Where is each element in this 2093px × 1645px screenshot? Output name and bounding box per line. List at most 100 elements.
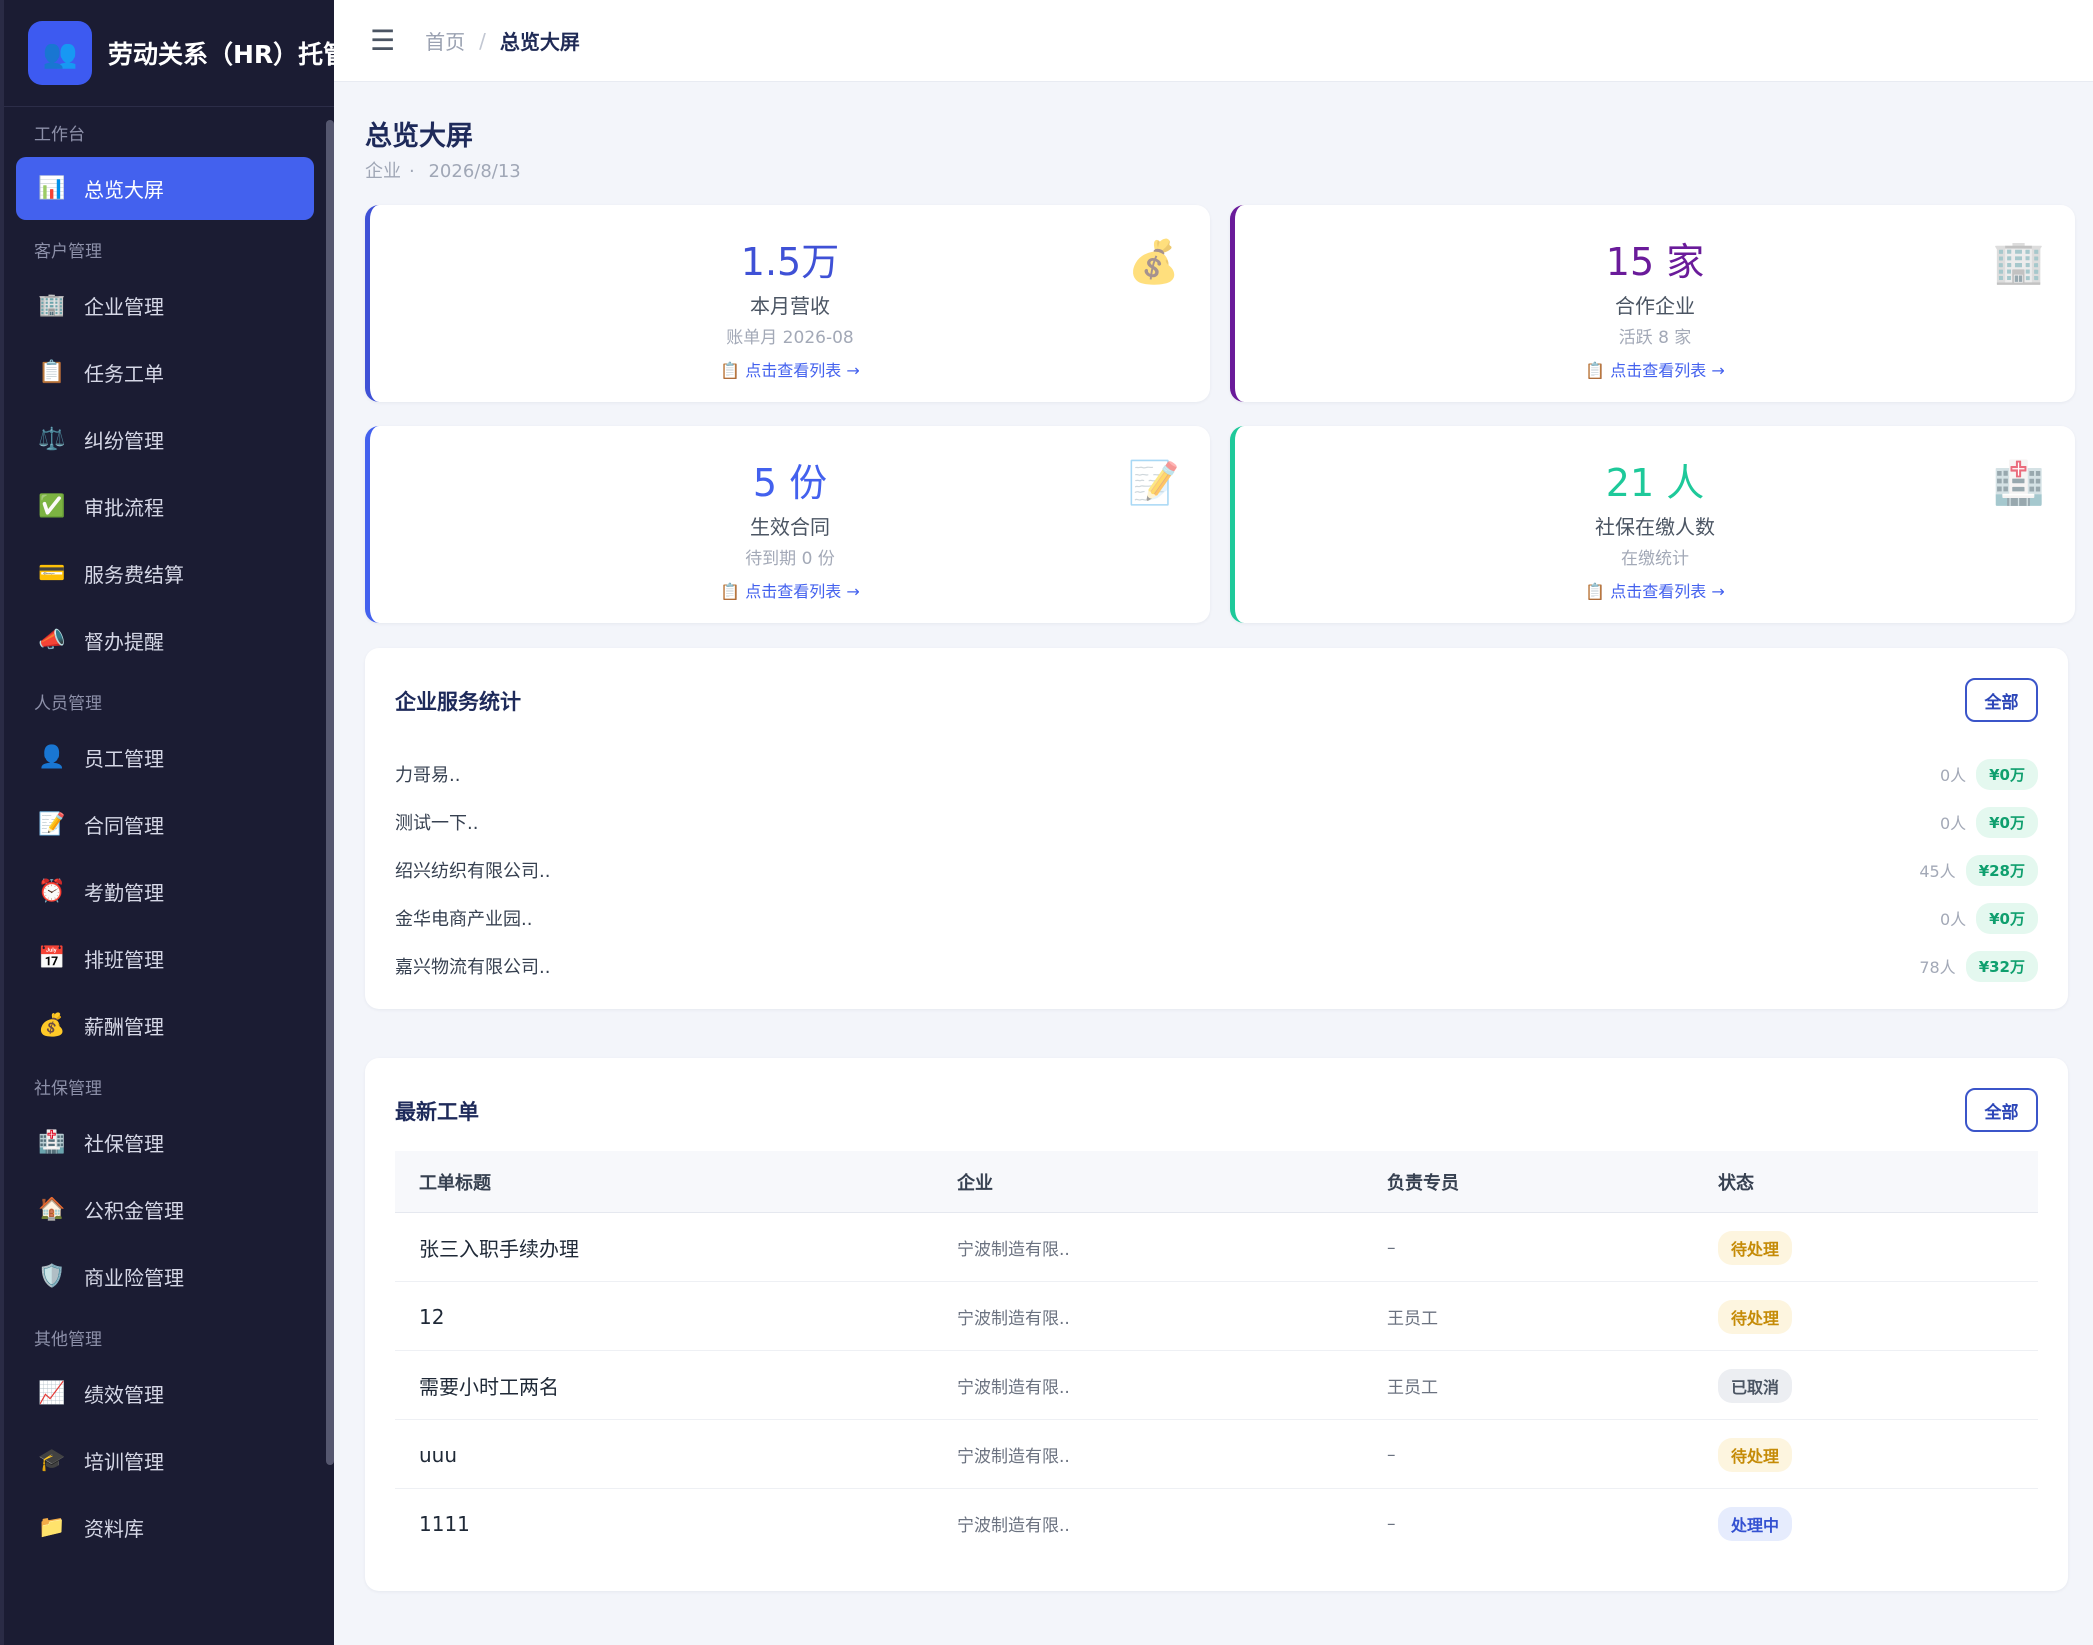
sidebar-item-overview[interactable]: 📊 总览大屏 (16, 157, 314, 220)
sidebar-item-label: 资料库 (84, 1517, 144, 1541)
nav-group-label: 客户管理 (34, 242, 102, 262)
latest-orders-panel: 最新工单 全部 工单标题 企业 负责专员 状态 张三入职手续办理 宁波制造有限.… (365, 1058, 2068, 1591)
stat-value: 15 家 (1605, 240, 1705, 284)
sidebar-item-label: 绩效管理 (84, 1383, 164, 1407)
service-stats-title: 企业服务统计 (395, 690, 521, 714)
sidebar-item-tasks[interactable]: 📋 任务工单 (16, 341, 314, 404)
sidebar-item-label: 审批流程 (84, 496, 164, 520)
sidebar-item-performance[interactable]: 📈 绩效管理 (16, 1362, 314, 1425)
amount-badge: ¥28万 (1965, 854, 2038, 886)
stat-label: 生效合同 (750, 515, 830, 539)
list-item[interactable]: 金华电商产业园.. 0人 ¥0万 (395, 898, 2038, 938)
latest-orders-all-button[interactable]: 全部 (1965, 1088, 2038, 1132)
headcount: 45人 (1919, 862, 1956, 881)
nav-group-label: 工作台 (34, 125, 85, 145)
sidebar-item-settlement[interactable]: 💳 服务费结算 (16, 542, 314, 605)
sidebar-item-reminders[interactable]: 📣 督办提醒 (16, 609, 314, 672)
order-owner: – (1387, 1513, 1396, 1534)
sidebar-item-payroll[interactable]: 💰 薪酬管理 (16, 994, 314, 1057)
sidebar-item-housing-fund[interactable]: 🏠 公积金管理 (16, 1178, 314, 1241)
service-stats-panel: 企业服务统计 全部 力哥易.. 0人 ¥0万 测试一下.. 0人 ¥0万 绍兴纺… (365, 648, 2068, 1009)
order-title: uuu (419, 1442, 458, 1467)
sidebar-item-label: 企业管理 (84, 295, 164, 319)
amount-badge: ¥0万 (1976, 806, 2038, 838)
trend-chart-icon: 📈 (38, 1381, 66, 1406)
company-name: 测试一下.. (395, 813, 479, 834)
stat-card-contracts[interactable]: 5 份 生效合同 待到期 0 份 📋 点击查看列表 → 📝 (365, 426, 1210, 623)
sidebar-item-attendance[interactable]: ⏰ 考勤管理 (16, 860, 314, 923)
stat-label: 本月营收 (750, 294, 830, 318)
user-icon: 👤 (38, 745, 66, 770)
status-badge: 处理中 (1718, 1506, 1793, 1541)
order-company: 宁波制造有限.. (957, 1378, 1070, 1398)
nav-group-label: 人员管理 (34, 694, 102, 714)
sidebar-scrollbar[interactable] (326, 120, 334, 1465)
order-owner: – (1387, 1237, 1396, 1258)
order-title: 12 (419, 1304, 445, 1329)
brand-logo-icon: 👥 (28, 21, 92, 85)
sidebar-item-library[interactable]: 📁 资料库 (16, 1496, 314, 1559)
column-header[interactable]: 负责专员 (1387, 1173, 1459, 1194)
amount-badge: ¥32万 (1965, 950, 2038, 982)
hospital-icon: 🏥 (1992, 458, 2045, 507)
sidebar-item-social-security[interactable]: 🏥 社保管理 (16, 1111, 314, 1174)
sidebar-item-scheduling[interactable]: 📅 排班管理 (16, 927, 314, 990)
shield-icon: 🛡️ (38, 1264, 66, 1289)
stat-card-revenue[interactable]: 1.5万 本月营收 账单月 2026-08 📋 点击查看列表 → 💰 (365, 205, 1210, 402)
sidebar-item-insurance[interactable]: 🛡️ 商业险管理 (16, 1245, 314, 1308)
list-item[interactable]: 嘉兴物流有限公司.. 78人 ¥32万 (395, 946, 2038, 986)
sidebar-item-companies[interactable]: 🏢 企业管理 (16, 274, 314, 337)
table-row[interactable]: uuu 宁波制造有限.. – 待处理 (395, 1420, 2038, 1489)
money-bag-icon: 💰 (1127, 237, 1180, 286)
hospital-icon: 🏥 (38, 1130, 66, 1155)
brand-title: 劳动关系（HR）托管 (108, 40, 334, 69)
list-item[interactable]: 力哥易.. 0人 ¥0万 (395, 754, 2038, 794)
table-header: 工单标题 企业 负责专员 状态 (395, 1151, 2038, 1213)
sidebar-item-disputes[interactable]: ⚖️ 纠纷管理 (16, 408, 314, 471)
sidebar-item-label: 督办提醒 (84, 630, 164, 654)
stat-value: 1.5万 (740, 240, 840, 284)
company-name: 力哥易.. (395, 765, 461, 786)
table-row[interactable]: 需要小时工两名 宁波制造有限.. 王员工 已取消 (395, 1351, 2038, 1420)
stat-view-list-link[interactable]: 📋 点击查看列表 → (1585, 582, 1725, 601)
sidebar-item-training[interactable]: 🎓 培训管理 (16, 1429, 314, 1492)
status-badge: 待处理 (1718, 1299, 1793, 1334)
order-title: 需要小时工两名 (419, 1375, 559, 1399)
sidebar-item-label: 考勤管理 (84, 881, 164, 905)
sidebar-item-approvals[interactable]: ✅ 审批流程 (16, 475, 314, 538)
sidebar-item-label: 商业险管理 (84, 1266, 184, 1290)
column-header[interactable]: 企业 (957, 1173, 993, 1194)
column-header[interactable]: 工单标题 (419, 1173, 491, 1194)
sidebar-item-contracts[interactable]: 📝 合同管理 (16, 793, 314, 856)
chart-icon: 📊 (38, 176, 66, 201)
sidebar-item-employees[interactable]: 👤 员工管理 (16, 726, 314, 789)
brand[interactable]: 👥 劳动关系（HR）托管 (4, 0, 334, 107)
headcount: 78人 (1919, 958, 1956, 977)
table-row[interactable]: 1111 宁波制造有限.. – 处理中 (395, 1489, 2038, 1558)
sidebar-item-label: 薪酬管理 (84, 1015, 164, 1039)
breadcrumb-home[interactable]: 首页 (425, 30, 466, 54)
top-header: ☰ 首页 / 总览大屏 (334, 0, 2093, 82)
table-row[interactable]: 张三入职手续办理 宁波制造有限.. – 待处理 (395, 1213, 2038, 1282)
list-item[interactable]: 测试一下.. 0人 ¥0万 (395, 802, 2038, 842)
order-title: 1111 (419, 1511, 470, 1536)
table-row[interactable]: 12 宁波制造有限.. 王员工 待处理 (395, 1282, 2038, 1351)
stat-card-social-security[interactable]: 21 人 社保在缴人数 在缴统计 📋 点击查看列表 → 🏥 (1230, 426, 2075, 623)
memo-icon: 📝 (1127, 458, 1180, 507)
list-item[interactable]: 绍兴纺织有限公司.. 45人 ¥28万 (395, 850, 2038, 890)
column-header[interactable]: 状态 (1718, 1173, 1754, 1194)
stat-view-list-link[interactable]: 📋 点击查看列表 → (720, 582, 860, 601)
stat-view-list-link[interactable]: 📋 点击查看列表 → (1585, 361, 1725, 380)
menu-toggle-icon[interactable]: ☰ (370, 24, 396, 57)
graduation-cap-icon: 🎓 (38, 1448, 66, 1473)
stat-view-list-link[interactable]: 📋 点击查看列表 → (720, 361, 860, 380)
service-stats-all-button[interactable]: 全部 (1965, 678, 2038, 722)
headcount: 0人 (1939, 814, 1967, 833)
sidebar-item-label: 员工管理 (84, 747, 164, 771)
stat-card-companies[interactable]: 15 家 合作企业 活跃 8 家 📋 点击查看列表 → 🏢 (1230, 205, 2075, 402)
company-name: 金华电商产业园.. (395, 909, 533, 930)
amount-badge: ¥0万 (1976, 902, 2038, 934)
stat-label: 社保在缴人数 (1595, 515, 1715, 539)
money-bag-icon: 💰 (38, 1013, 66, 1038)
page-date: 2026/8/13 (428, 161, 521, 182)
